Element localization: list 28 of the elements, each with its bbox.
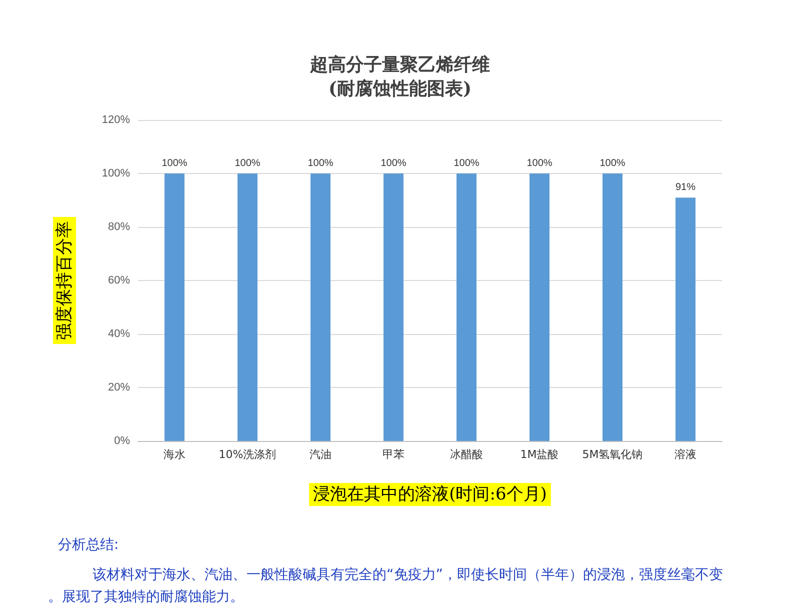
y-tick-label: 100%	[102, 168, 130, 180]
data-label: 100%	[380, 158, 406, 169]
x-tick-label: 甲苯	[382, 448, 404, 461]
y-tick-label: 40%	[108, 328, 130, 340]
y-tick-label: 20%	[108, 382, 130, 394]
x-axis-title: 浸泡在其中的溶液(时间:6个月)	[313, 484, 547, 504]
data-label: 100%	[600, 158, 626, 169]
data-label: 91%	[675, 182, 696, 194]
x-tick-label: 汽油	[310, 448, 332, 461]
x-tick-label: 5M氢氧化钠	[582, 448, 643, 461]
text: 该材料对于海水、汽油、一般性酸碱具有完全的“免疫力”，即使长时间（半年）的浸泡，强度丝毫不变。展现了其独特的耐腐蚀能力。	[48, 567, 724, 605]
y-tick-label: 80%	[108, 221, 130, 233]
chart-title: 超高分子量聚乙烯纤维 (耐腐蚀性能图表)	[309, 54, 490, 100]
x-tick-label: 10%洗涤剂	[218, 448, 276, 461]
x-tick-label: 溶液	[674, 448, 696, 461]
data-label: 100%	[308, 158, 334, 169]
y-tick-label: 0%	[114, 435, 130, 447]
data-label: 100%	[234, 158, 260, 169]
data-label: 100%	[526, 158, 552, 169]
x-tick-label: 冰醋酸	[450, 448, 483, 461]
data-label: 100%	[454, 158, 480, 169]
y-axis-title: 强度保持百分率	[54, 221, 74, 340]
y-tick-label: 60%	[108, 274, 130, 286]
y-tick-label: 120%	[102, 114, 130, 126]
data-label: 100%	[162, 158, 188, 169]
x-tick-label: 1M盐酸	[520, 448, 559, 461]
text: 分析总结:	[58, 537, 119, 553]
x-tick-label: 海水	[164, 448, 186, 461]
